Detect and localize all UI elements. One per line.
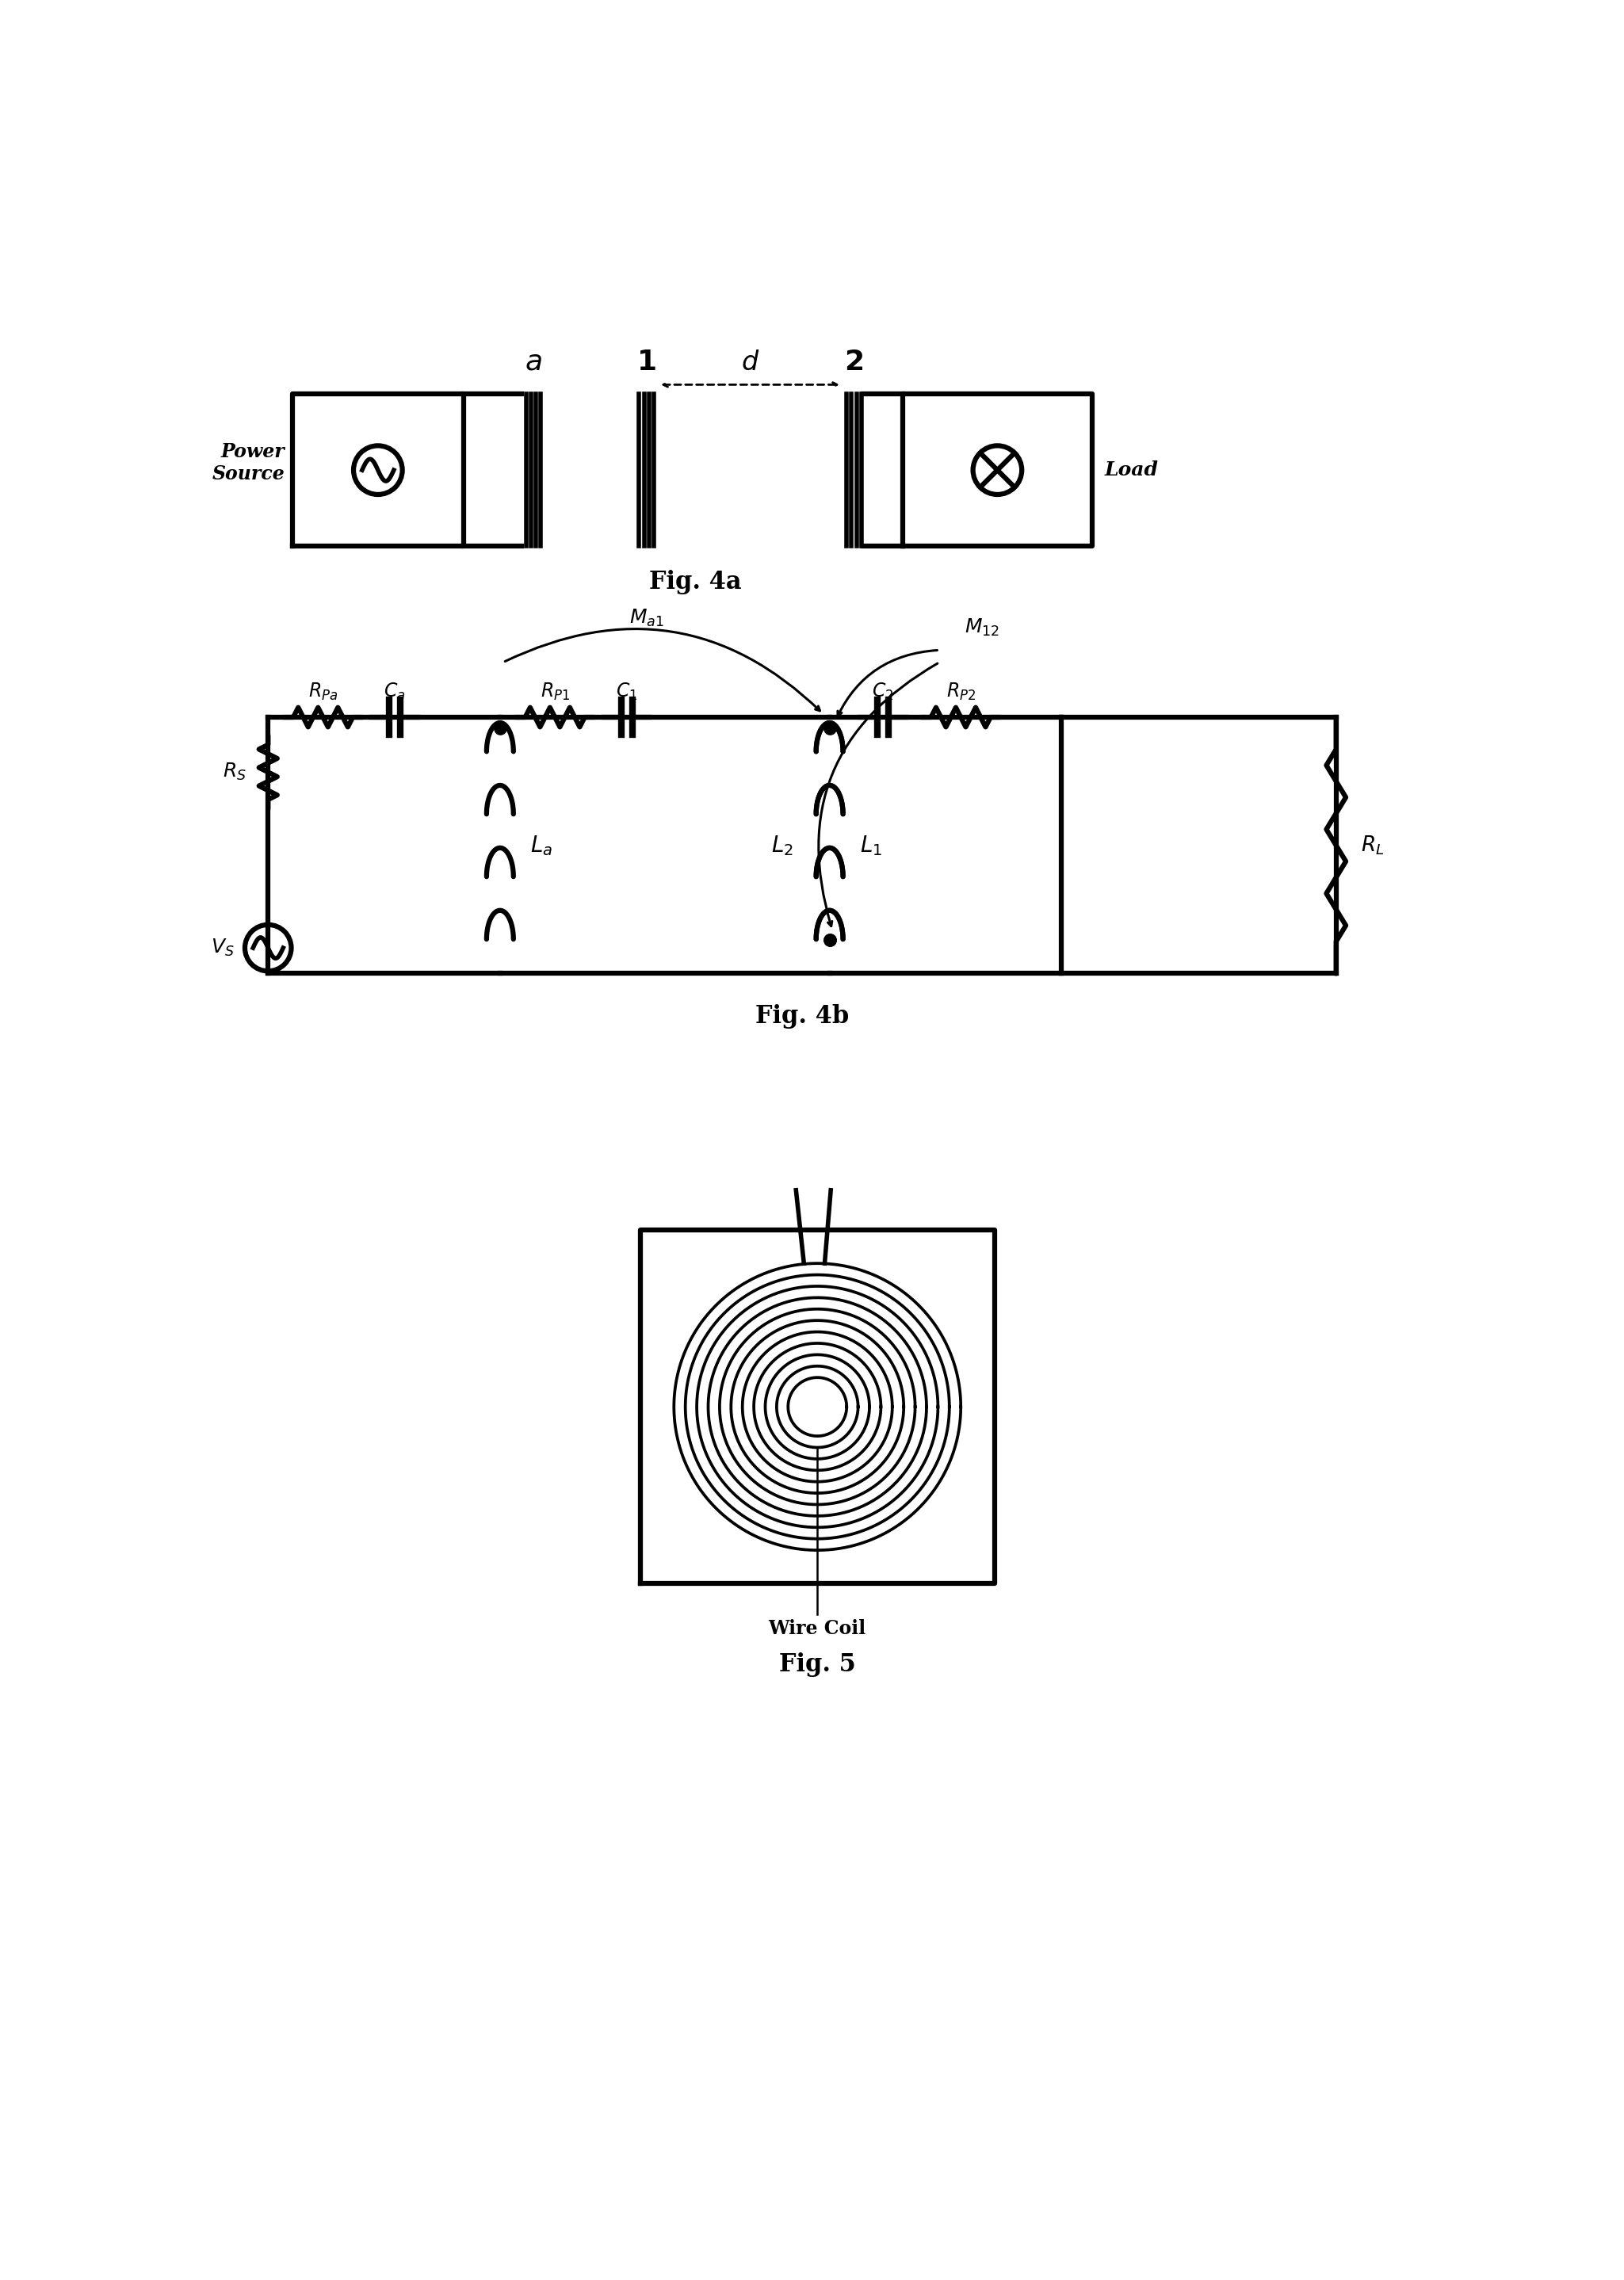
Text: $R_L$: $R_L$ <box>1361 834 1384 857</box>
Text: $R_{Pa}$: $R_{Pa}$ <box>309 682 338 702</box>
Text: Fig. 5: Fig. 5 <box>780 1653 856 1676</box>
Text: Power
Source: Power Source <box>213 442 286 483</box>
Text: $a$: $a$ <box>525 349 542 376</box>
Text: $\mathbf{1}$: $\mathbf{1}$ <box>637 349 656 376</box>
Text: $V_S$: $V_S$ <box>211 937 234 958</box>
Text: Fig. 4a: Fig. 4a <box>650 570 742 595</box>
Text: $R_{P1}$: $R_{P1}$ <box>541 682 570 702</box>
Text: Wire Coil: Wire Coil <box>768 1619 866 1637</box>
Text: $M_{12}$: $M_{12}$ <box>965 618 1000 638</box>
Text: $\mathbf{2}$: $\mathbf{2}$ <box>844 349 864 376</box>
Text: $R_S$: $R_S$ <box>222 762 247 782</box>
Text: $R_{P2}$: $R_{P2}$ <box>947 682 976 702</box>
Text: $d$: $d$ <box>741 351 760 376</box>
Text: Load: Load <box>1104 461 1158 479</box>
Text: $L_2$: $L_2$ <box>771 834 793 857</box>
Text: $C_2$: $C_2$ <box>872 682 893 702</box>
Text: $C_a$: $C_a$ <box>383 682 406 702</box>
Text: Fig. 4b: Fig. 4b <box>755 1003 849 1028</box>
Text: $C_1$: $C_1$ <box>615 682 638 702</box>
Text: $L_a$: $L_a$ <box>531 834 552 857</box>
Text: $M_{a1}$: $M_{a1}$ <box>628 609 664 629</box>
Text: $L_1$: $L_1$ <box>861 834 882 857</box>
